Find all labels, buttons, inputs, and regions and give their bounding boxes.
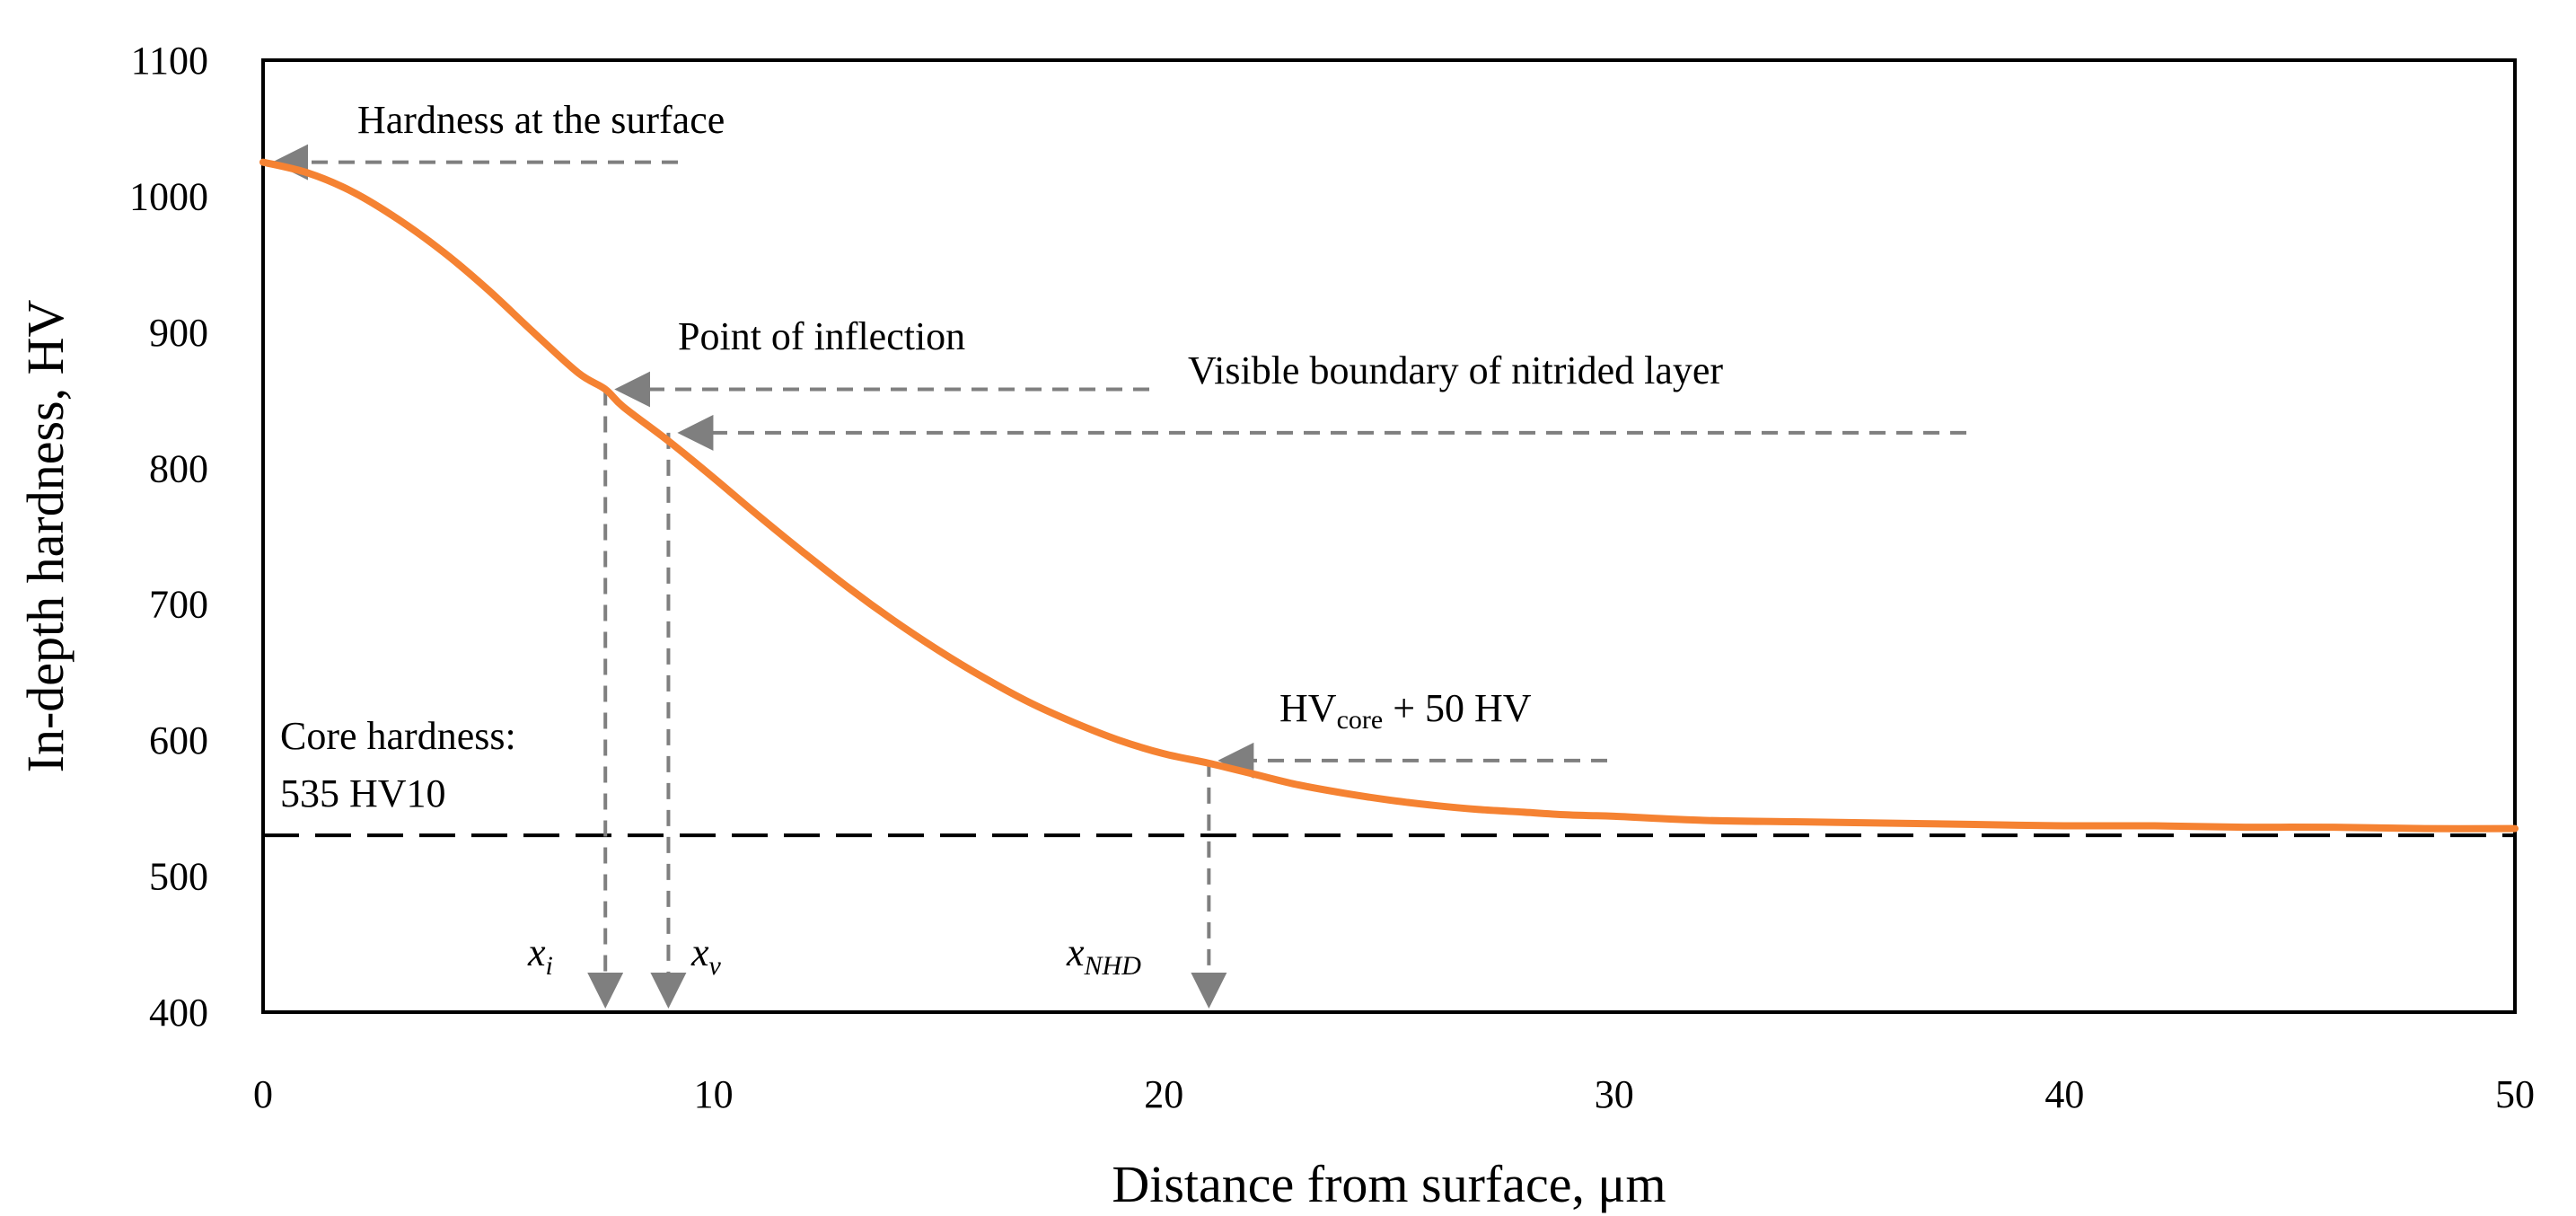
marker-xv-label: xv [690,930,722,981]
x-tick-label-50: 50 [2495,1072,2535,1116]
y-axis-ticks: 400 500 600 700 800 900 1000 1100 [129,39,208,1035]
annotation-arrows [272,144,1966,1009]
marker-xnhd-label: xNHD [1066,930,1141,981]
x-tick-label-30: 30 [1595,1072,1634,1116]
x-axis-title: Distance from surface, μm [1112,1155,1666,1213]
y-tick-label-1100: 1100 [131,39,208,83]
y-axis-title: In-depth hardness, HV [16,300,75,773]
y-tick-label-1000: 1000 [129,174,208,218]
x-tick-label-20: 20 [1144,1072,1183,1116]
core-hardness-label-line1: Core hardness: [280,714,516,758]
y-tick-label-700: 700 [149,583,208,627]
annotation-surface-label: Hardness at the surface [357,98,725,142]
annotation-visible-boundary-label: Visible boundary of nitrided layer [1188,348,1723,392]
y-tick-label-800: 800 [149,446,208,490]
annotation-nhd-label: HVcore + 50 HV [1279,686,1532,735]
y-tick-label-600: 600 [149,718,208,762]
x-tick-label-40: 40 [2044,1072,2084,1116]
y-tick-label-900: 900 [149,311,208,355]
core-hardness-label-line2: 535 HV10 [280,771,446,815]
series-line-hardness-profile [259,158,2519,833]
plot-area-frame [261,58,2517,1014]
x-tick-label-10: 10 [694,1072,734,1116]
marker-xi-label: xi [527,930,553,981]
y-tick-label-500: 500 [149,855,208,899]
annotation-inflection-label: Point of inflection [678,314,965,358]
y-tick-label-400: 400 [149,991,208,1035]
x-axis-ticks: 0 10 20 30 40 50 [253,1072,2535,1116]
x-tick-label-0: 0 [253,1072,273,1116]
